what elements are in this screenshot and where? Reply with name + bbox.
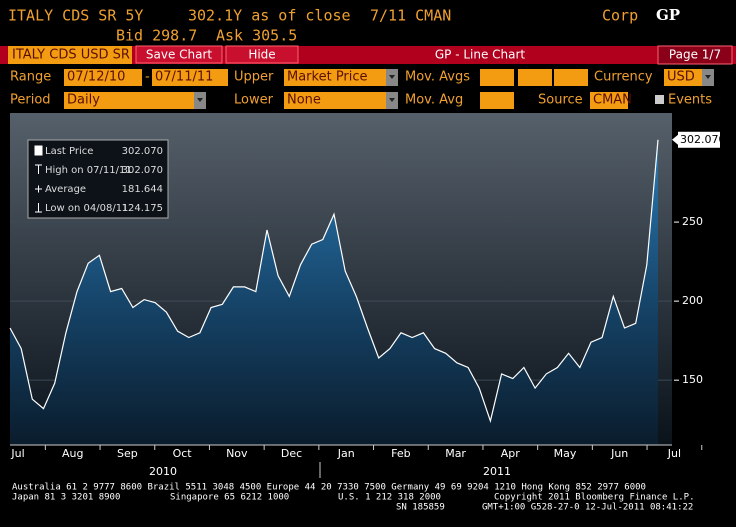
quote: 302.1Y as of close [188, 7, 351, 25]
x-tick-label: Mar [445, 447, 466, 460]
tab[interactable] [8, 46, 132, 64]
field-label: Period [10, 93, 51, 108]
last-price-label: 302.070 [680, 133, 726, 146]
legend-icon [35, 203, 42, 213]
year-label: 2011 [483, 465, 511, 478]
y-tick-label: 200 [682, 294, 703, 307]
legend-value: 124.175 [122, 203, 163, 214]
footer-text: U.S. 1 212 318 2000 [338, 493, 441, 503]
field-value: CMAN [593, 93, 632, 108]
field[interactable] [64, 92, 194, 109]
last-price-pointer [672, 134, 678, 145]
legend-label: High on 07/11/11 [45, 165, 132, 176]
x-tick-label: Nov [226, 447, 248, 460]
year-label: 2010 [149, 465, 177, 478]
footer-text: SN 185859 [396, 503, 445, 513]
dropdown-arrow [389, 98, 395, 102]
bid: Bid 298.7 [116, 27, 197, 45]
last-price-tag [678, 131, 720, 148]
x-tick-label: Jan [337, 447, 355, 460]
page-box[interactable] [657, 45, 733, 65]
field[interactable] [480, 69, 514, 86]
x-tick-label: Jun [610, 447, 628, 460]
field[interactable] [284, 69, 386, 86]
field[interactable] [152, 69, 228, 86]
y-tick-label: 250 [682, 215, 703, 228]
line [9, 139, 659, 424]
field-label: Mov. Avgs [405, 70, 470, 85]
field-label: Mov. Avg [405, 93, 463, 108]
close: 7/11 CMAN [370, 7, 451, 25]
footer-text: Australia 61 2 9777 8600 Brazil 5511 304… [12, 483, 646, 493]
button-label: Save Chart [146, 48, 213, 62]
field[interactable] [64, 69, 142, 86]
field-label: Upper [234, 70, 274, 85]
x-tick-label: Oct [173, 447, 193, 460]
button-label: Hide [248, 48, 275, 62]
x-tick-label: Apr [501, 447, 521, 460]
x-tick-label: Aug [62, 447, 83, 460]
function: GP [656, 6, 680, 24]
x-tick-label: Dec [281, 447, 302, 460]
legend-icon [34, 145, 43, 156]
field[interactable] [554, 69, 588, 86]
dropdown-arrow [389, 75, 395, 79]
field[interactable] [590, 92, 628, 109]
legend-value: 302.070 [122, 146, 163, 157]
footer-text: GMT+1:00 G528-27-0 12-Jul-2011 08:41:22 [482, 503, 693, 513]
dropdown-arrow [197, 98, 203, 102]
security: ITALY CDS SR 5Y [8, 7, 143, 25]
legend-value: 302.070 [122, 165, 163, 176]
field-value: USD [667, 70, 695, 85]
form: Range 07/12/10 -07/11/11 Upper Market Price M… [10, 69, 714, 109]
footer-text: Singapore 65 6212 1000 [170, 493, 289, 503]
toolbar-title: GP - Line Chart [435, 48, 526, 62]
legend-label: Average [45, 184, 86, 195]
dropdown-arrow [705, 75, 711, 79]
field[interactable] [664, 69, 702, 86]
field[interactable] [480, 92, 514, 109]
legend-label: Low on 04/08/11 [45, 203, 128, 214]
field[interactable] [518, 69, 552, 86]
field-label: Source [538, 93, 583, 108]
legend-label: Last Price [45, 146, 93, 157]
y-tick-label: 150 [682, 373, 703, 386]
footer-text: Copyright 2011 Bloomberg Finance L.P. [494, 493, 694, 503]
field-value: None [287, 93, 321, 108]
field-label: - [145, 70, 150, 85]
market: Corp [602, 7, 638, 25]
x-tick-label: Sep [117, 447, 138, 460]
page: Page 1/7 [669, 48, 721, 62]
ask: Ask 305.5 [216, 27, 297, 45]
legend-box [27, 139, 169, 219]
footer-text: Japan 81 3 3201 8900 [12, 493, 120, 503]
field-value: Market Price [287, 70, 368, 85]
field-value: 07/11/11 [155, 70, 213, 85]
field-value: 07/12/10 [67, 70, 125, 85]
legend-icon [35, 164, 42, 174]
button[interactable] [135, 45, 223, 64]
tab-label: ITALY CDS USD SR [12, 48, 130, 63]
field-label: Events [668, 93, 712, 108]
legend-icon [35, 185, 42, 193]
field[interactable] [284, 92, 386, 109]
field-label: Lower [234, 93, 274, 108]
button[interactable] [225, 45, 299, 64]
x-tick-label: May [554, 447, 577, 460]
x-tick-label: Feb [391, 447, 410, 460]
checkbox[interactable] [655, 95, 664, 104]
field-value: Daily [67, 93, 100, 108]
field-label: Currency [594, 70, 653, 85]
x-tick-label: Jul [667, 447, 681, 460]
field-label: Range [10, 70, 51, 85]
area [10, 139, 658, 446]
x-tick-label: Jul [10, 447, 24, 460]
legend-value: 181.644 [122, 184, 163, 195]
